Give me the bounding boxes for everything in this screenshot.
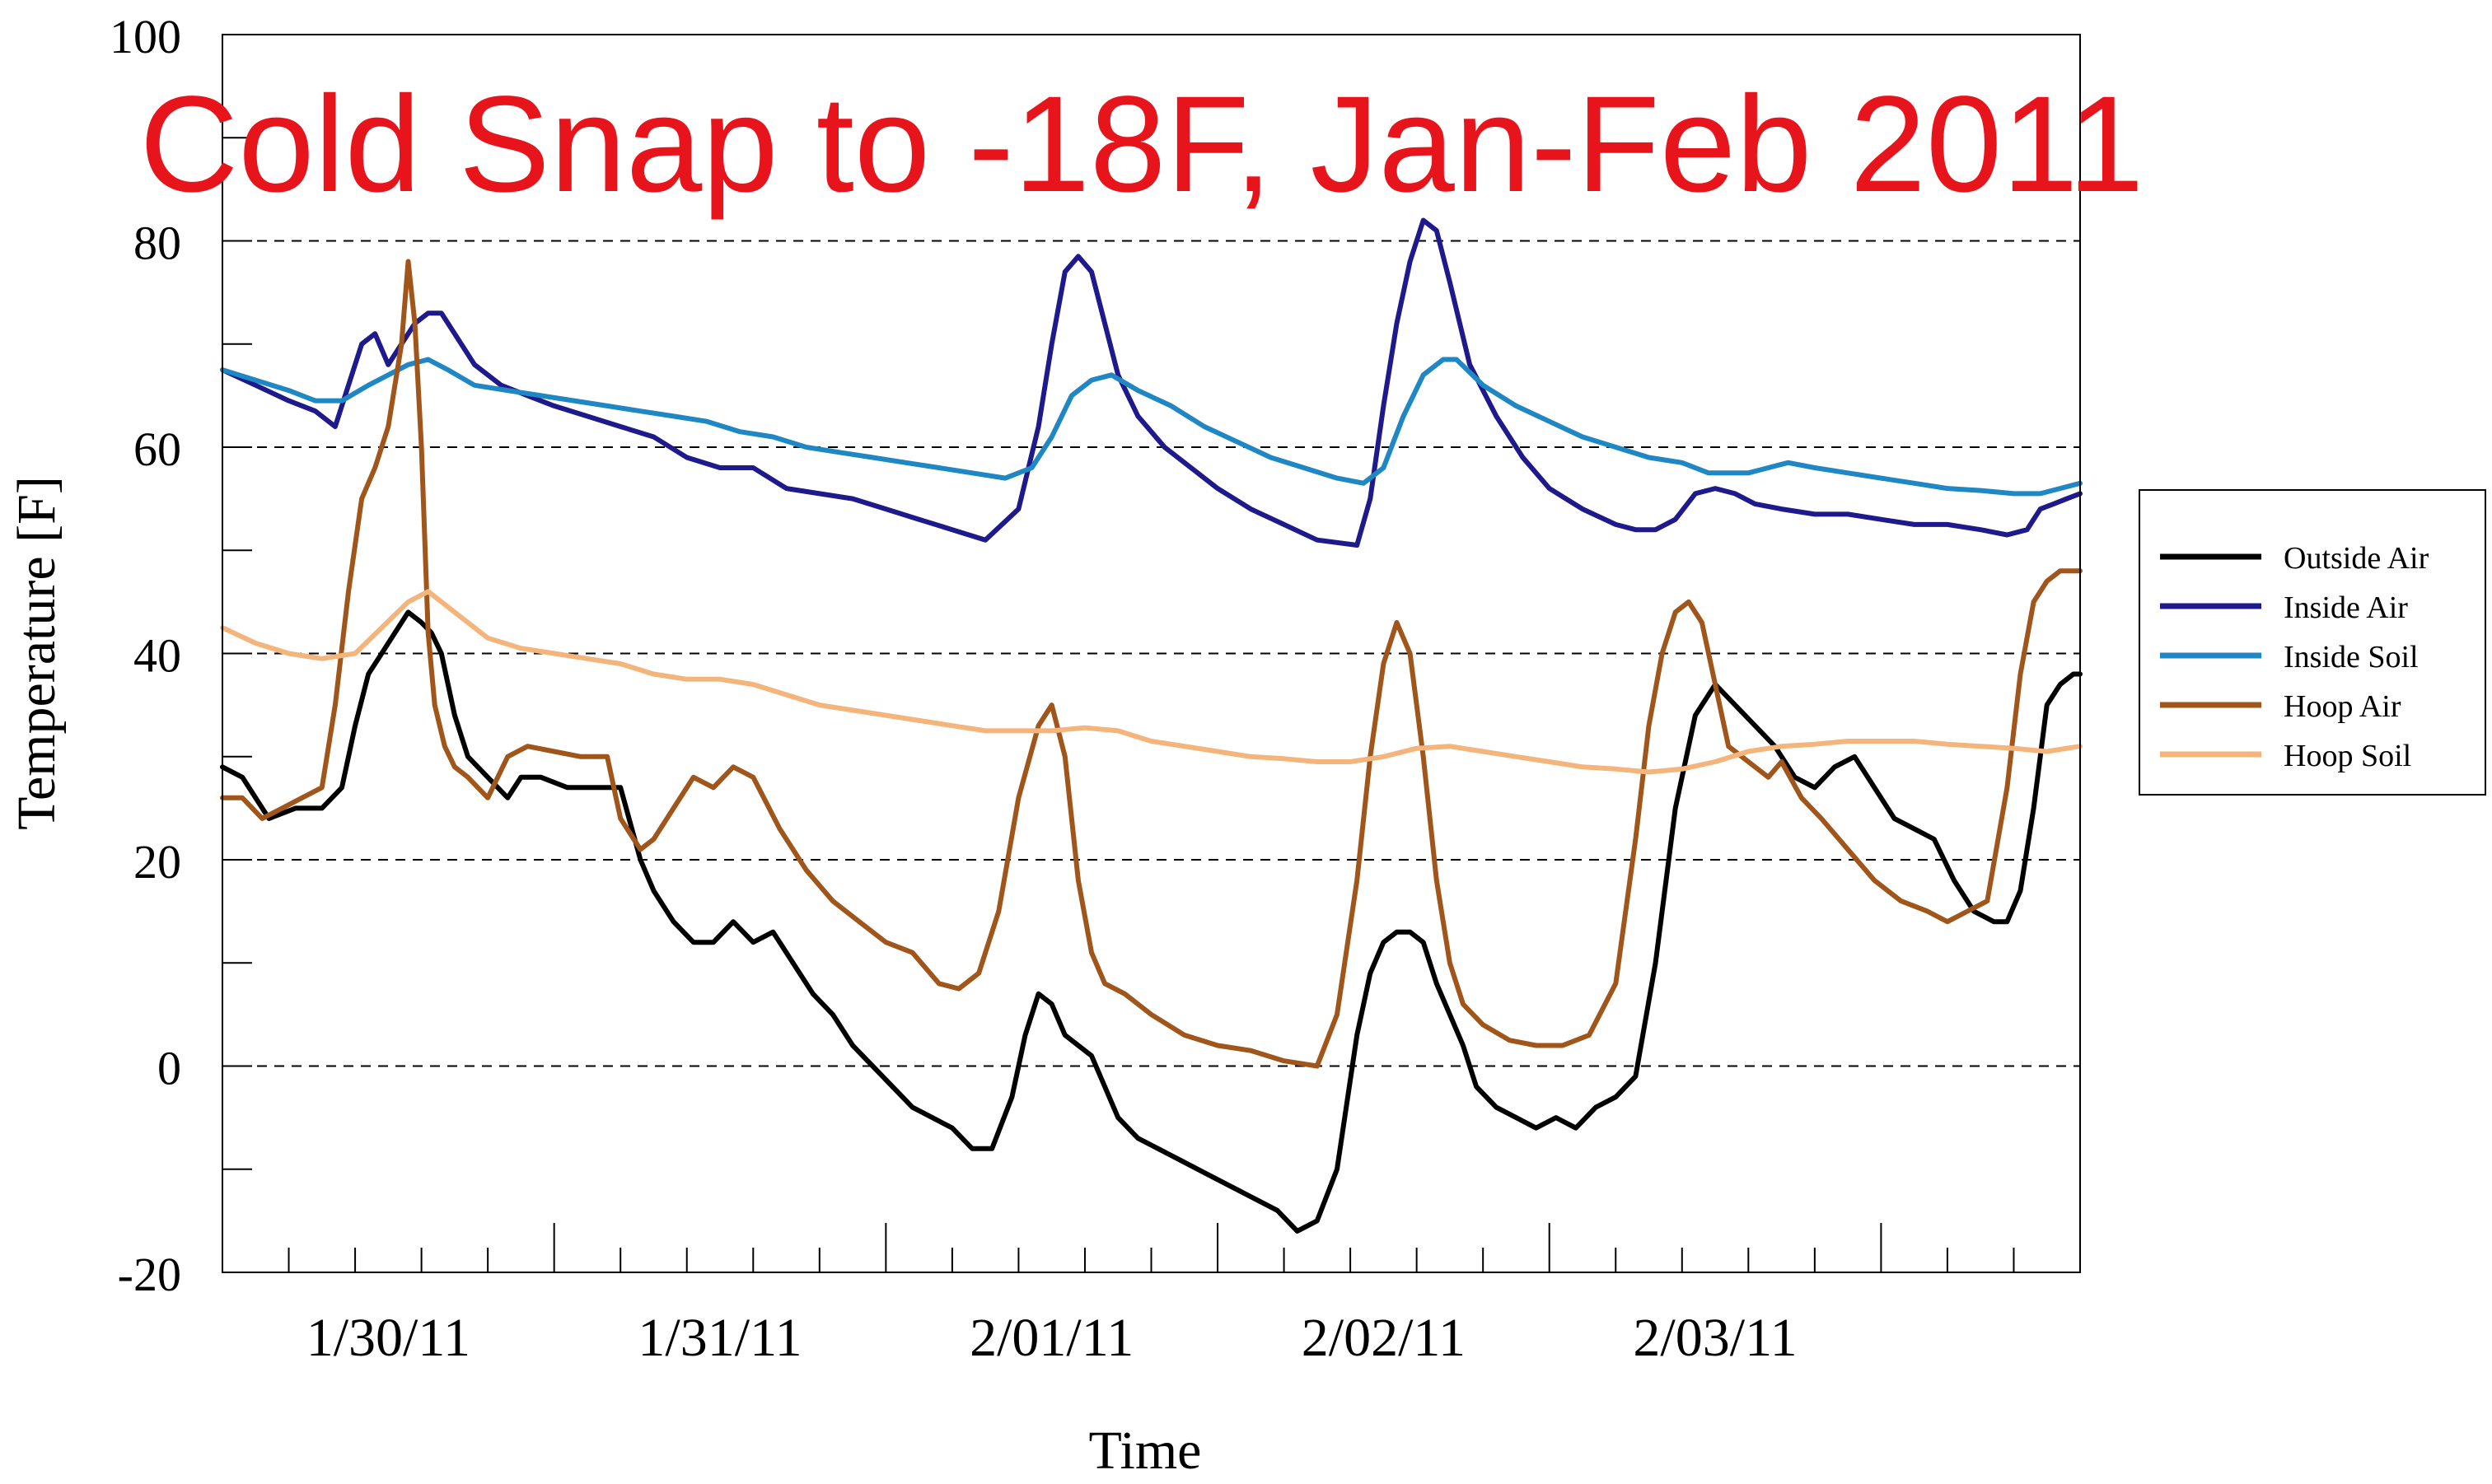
x-tick-label: 2/03/11 [1633,1308,1797,1368]
y-axis-label: Temperature [F] [7,476,67,830]
chart-title: Cold Snap to -18F, Jan-Feb 2011 [139,68,2144,221]
legend-label: Outside Air [2284,541,2429,576]
y-tick-label: 100 [110,10,181,63]
legend-label: Inside Soil [2284,640,2419,674]
legend: Outside Air Inside Air Inside Soil Hoop Air… [2139,489,2486,796]
legend-label: Hoop Air [2284,689,2401,724]
plot-frame [222,34,2081,1273]
series-line-inside-soil [220,357,2083,497]
legend-label: Hoop Soil [2284,739,2411,773]
x-axis-ticks: 1/30/11 1/31/11 2/01/11 2/02/11 2/03/11 [288,1223,2015,1368]
y-tick-label: 0 [157,1042,181,1095]
y-tick-label: -20 [118,1248,181,1301]
series-line-hoop-air [220,259,2083,1069]
series-line-inside-air [220,217,2083,548]
x-tick-label: 2/01/11 [970,1308,1134,1368]
series-line-outside-air [220,609,2083,1234]
y-axis-ticks: -20 0 20 40 60 80 100 [110,10,252,1301]
x-tick-label: 1/31/11 [638,1308,802,1368]
legend-label: Inside Air [2284,590,2408,625]
y-tick-label: 40 [133,629,181,683]
legend-box [2139,489,2486,796]
y-tick-label: 20 [133,835,181,889]
x-tick-label: 1/30/11 [306,1308,470,1368]
y-tick-label: 60 [133,422,181,476]
series-group [220,217,2083,1234]
x-tick-label: 2/02/11 [1302,1308,1466,1368]
x-axis-label: Time [1089,1421,1202,1481]
gridlines [222,240,2080,1067]
y-tick-label: 80 [133,217,181,270]
series-line-hoop-soil [220,589,2083,775]
